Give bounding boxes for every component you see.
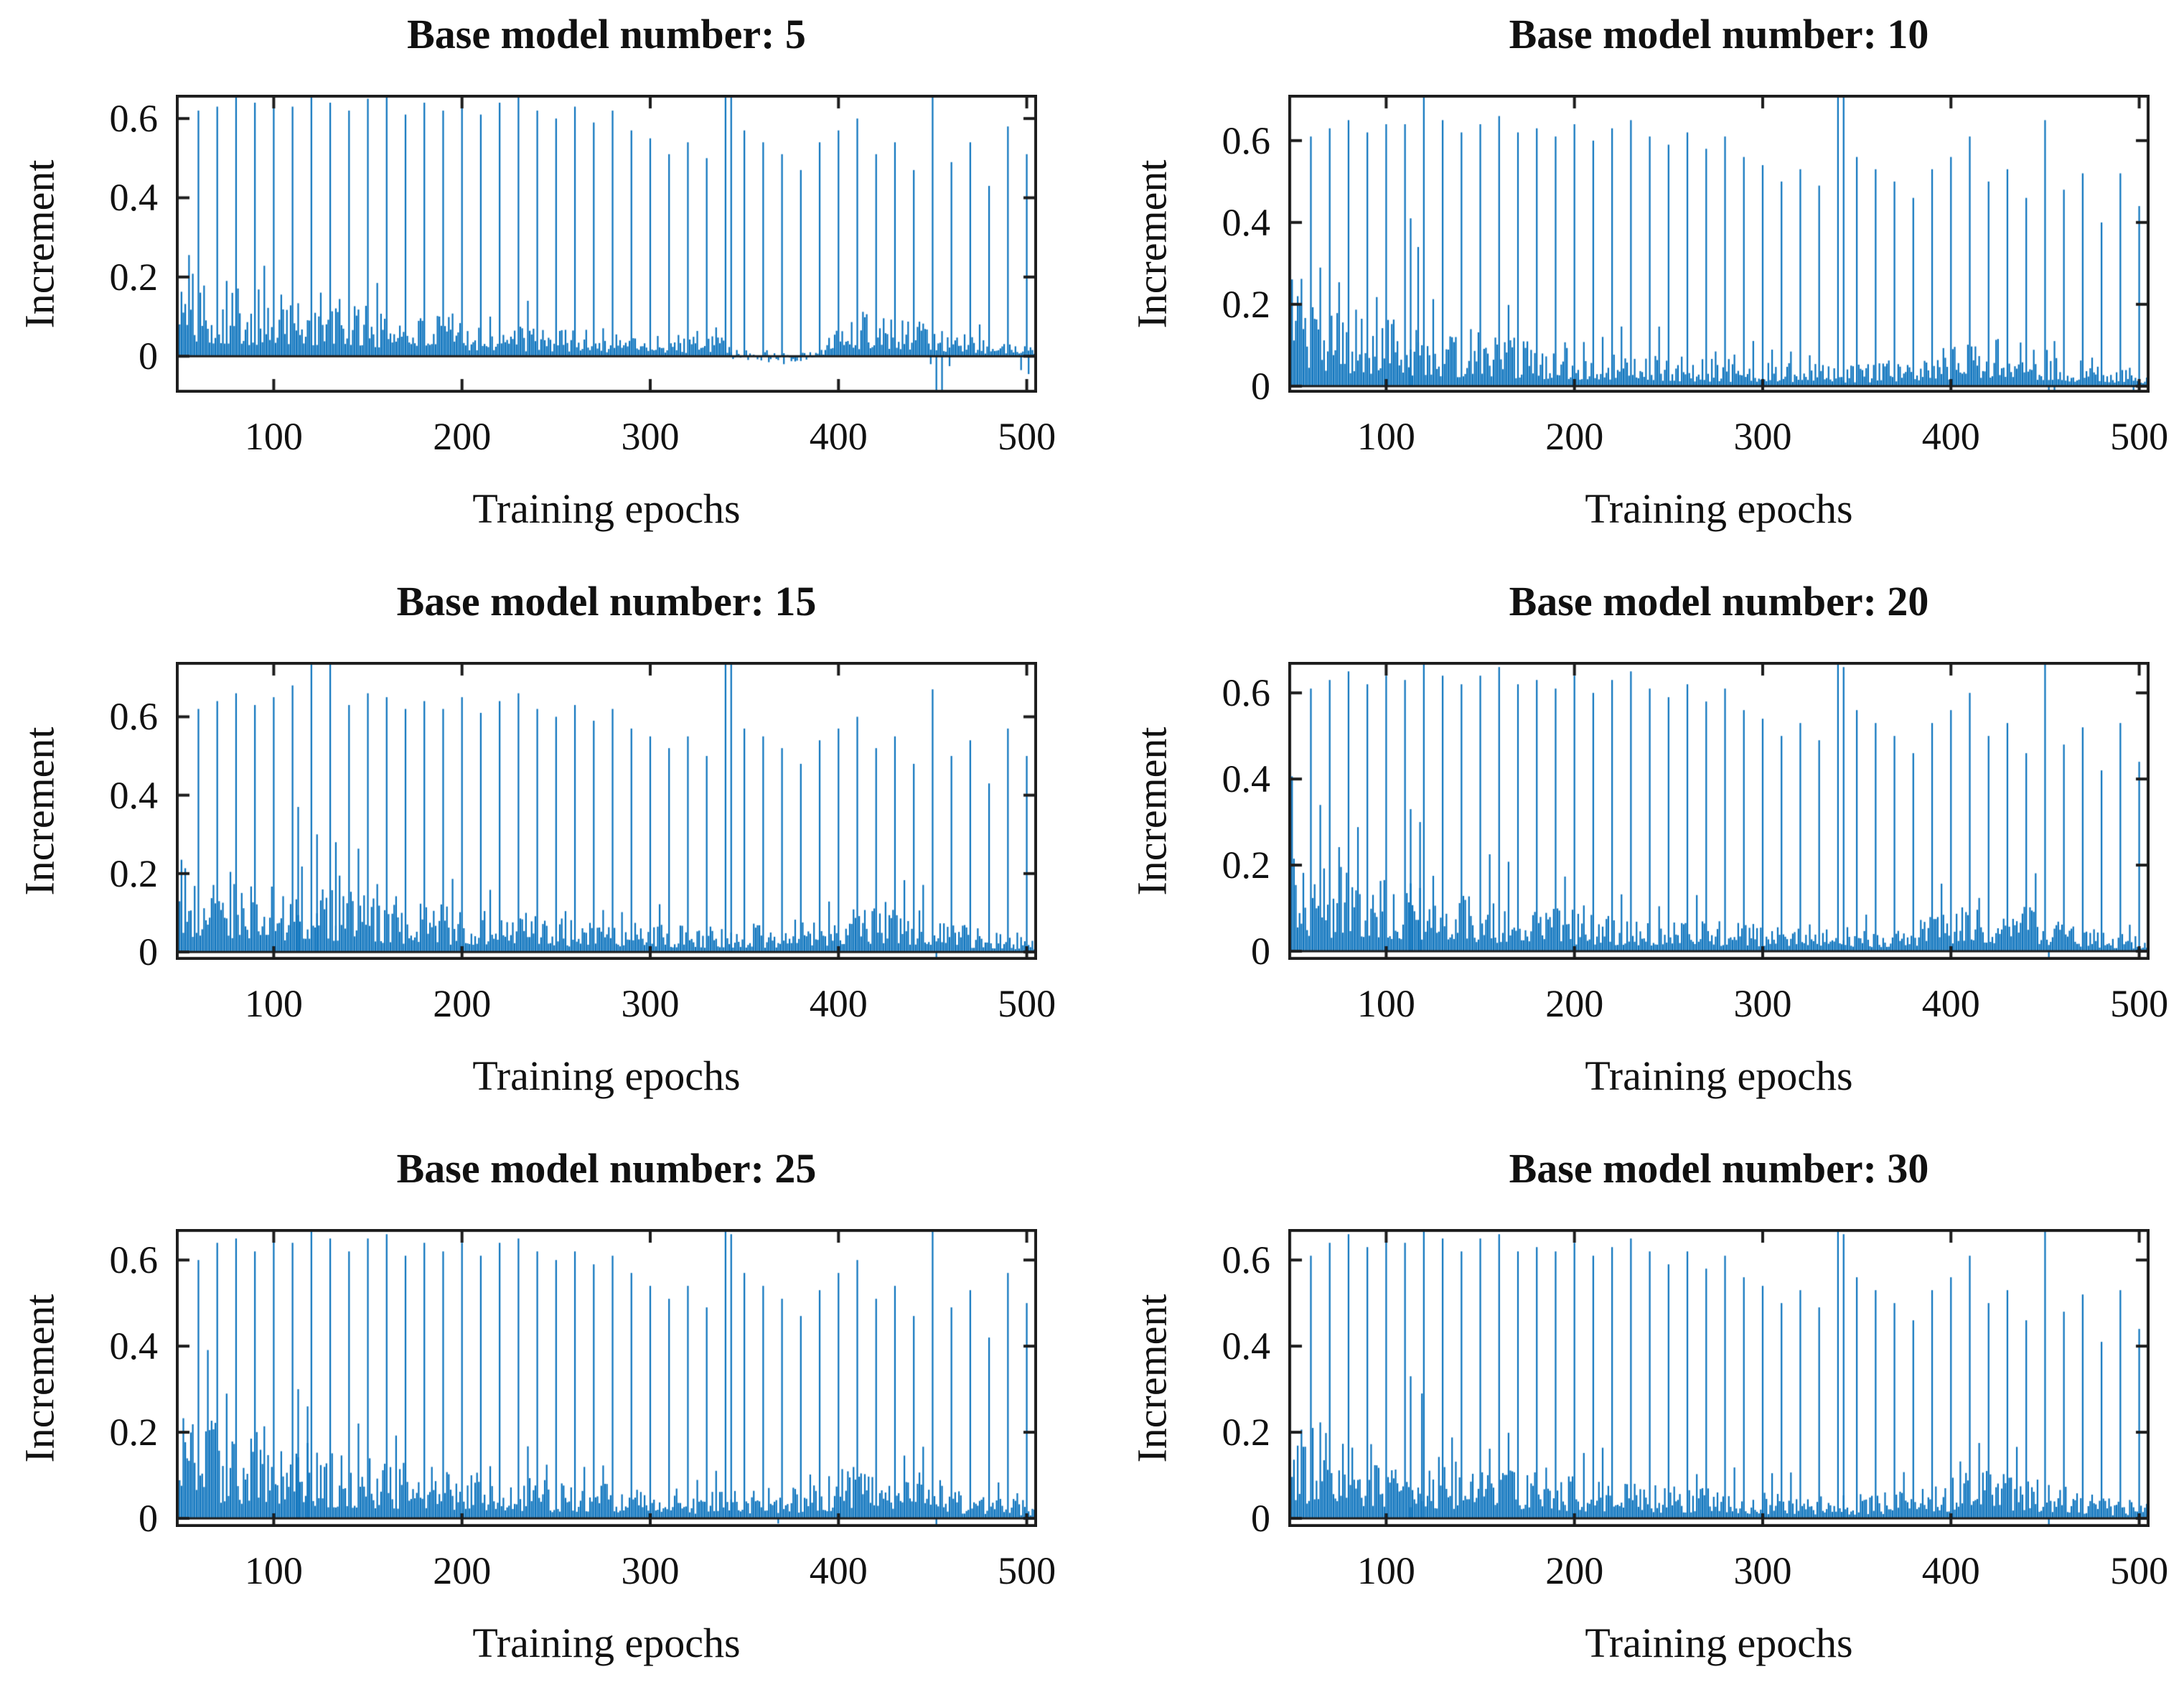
bar-chart-canvas — [176, 95, 1037, 393]
x-tick-label: 400 — [1921, 982, 1980, 1025]
y-tick-label: 0.6 — [1222, 671, 1271, 715]
y-tick-label: 0.6 — [1222, 118, 1271, 162]
y-tick-label: 0.4 — [109, 1325, 159, 1368]
subplot-6: Base model number: 30 Increment Training… — [1112, 1134, 2184, 1705]
x-tick-label: 100 — [244, 415, 303, 458]
y-tick-label: 0.6 — [109, 1238, 159, 1282]
x-tick-label: 500 — [2110, 982, 2169, 1025]
x-tick-label: 500 — [998, 1549, 1056, 1592]
x-tick-label: 200 — [1545, 982, 1604, 1025]
x-tick-label: 100 — [1356, 1549, 1415, 1592]
x-axis-label: Training epochs — [472, 1052, 741, 1099]
x-tick-label: 200 — [433, 415, 492, 458]
y-tick-label: 0.4 — [1222, 757, 1271, 801]
y-tick-label: 0.4 — [109, 176, 159, 220]
x-tick-label: 200 — [433, 982, 492, 1025]
x-axis-label: Training epochs — [1585, 1620, 1853, 1666]
x-axis-label: Training epochs — [472, 1620, 741, 1666]
x-tick-label: 500 — [2110, 415, 2169, 458]
subplot-1: Base model number: 5 Increment Training … — [0, 0, 1072, 571]
x-tick-label: 300 — [621, 415, 680, 458]
y-tick-label: 0 — [1251, 1497, 1270, 1540]
bar-chart-canvas — [176, 1229, 1037, 1527]
y-tick-label: 0.2 — [1222, 1411, 1271, 1454]
x-tick-label: 400 — [809, 982, 868, 1025]
x-tick-label: 400 — [1921, 415, 1980, 458]
x-tick-label: 100 — [1356, 982, 1415, 1025]
bar-chart-canvas — [1288, 95, 2150, 393]
y-tick-label: 0.2 — [1222, 282, 1271, 326]
y-tick-label: 0.6 — [1222, 1238, 1271, 1282]
y-tick-label: 0.6 — [109, 695, 159, 739]
x-tick-label: 200 — [1545, 415, 1604, 458]
plot-title: Base model number: 30 — [1509, 1145, 1929, 1192]
plot-title: Base model number: 25 — [396, 1145, 817, 1192]
x-tick-label: 300 — [621, 982, 680, 1025]
y-tick-label: 0.6 — [109, 97, 159, 141]
plot-title: Base model number: 5 — [407, 11, 806, 57]
x-axis-label: Training epochs — [1585, 485, 1853, 532]
x-tick-label: 300 — [1733, 1549, 1792, 1592]
y-tick-label: 0 — [1251, 364, 1270, 408]
y-tick-label: 0 — [139, 1497, 158, 1540]
subplot-3: Base model number: 15 Increment Training… — [0, 567, 1072, 1138]
x-axis-label: Training epochs — [472, 485, 741, 532]
x-tick-label: 200 — [1545, 1549, 1604, 1592]
x-tick-label: 300 — [1733, 982, 1792, 1025]
y-tick-label: 0 — [139, 930, 158, 974]
bar-chart-canvas — [176, 662, 1037, 960]
y-tick-label: 0.2 — [1222, 844, 1271, 887]
subplot-4: Base model number: 20 Increment Training… — [1112, 567, 2184, 1138]
x-tick-label: 500 — [998, 415, 1056, 458]
plot-title: Base model number: 15 — [396, 578, 817, 625]
x-tick-label: 500 — [998, 982, 1056, 1025]
bar-chart-canvas — [1288, 1229, 2150, 1527]
y-tick-label: 0.4 — [1222, 200, 1271, 244]
subplot-2: Base model number: 10 Increment Training… — [1112, 0, 2184, 571]
x-tick-label: 200 — [433, 1549, 492, 1592]
plot-title: Base model number: 10 — [1509, 11, 1929, 57]
subplot-5: Base model number: 25 Increment Training… — [0, 1134, 1072, 1705]
y-tick-label: 0.4 — [1222, 1325, 1271, 1368]
y-tick-label: 0 — [1251, 930, 1270, 973]
x-tick-label: 100 — [244, 982, 303, 1025]
x-tick-label: 100 — [1356, 415, 1415, 458]
bar-chart-canvas — [1288, 662, 2150, 960]
y-tick-label: 0.2 — [109, 255, 159, 299]
x-tick-label: 100 — [244, 1549, 303, 1592]
x-tick-label: 500 — [2110, 1549, 2169, 1592]
x-tick-label: 300 — [621, 1549, 680, 1592]
x-tick-label: 400 — [809, 1549, 868, 1592]
plot-title: Base model number: 20 — [1509, 578, 1929, 625]
y-tick-label: 0 — [139, 335, 158, 378]
x-axis-label: Training epochs — [1585, 1052, 1853, 1099]
x-tick-label: 300 — [1733, 415, 1792, 458]
y-tick-label: 0.2 — [109, 1411, 159, 1454]
y-tick-label: 0.4 — [109, 773, 159, 817]
x-tick-label: 400 — [809, 415, 868, 458]
y-tick-label: 0.2 — [109, 851, 159, 895]
x-tick-label: 400 — [1921, 1549, 1980, 1592]
